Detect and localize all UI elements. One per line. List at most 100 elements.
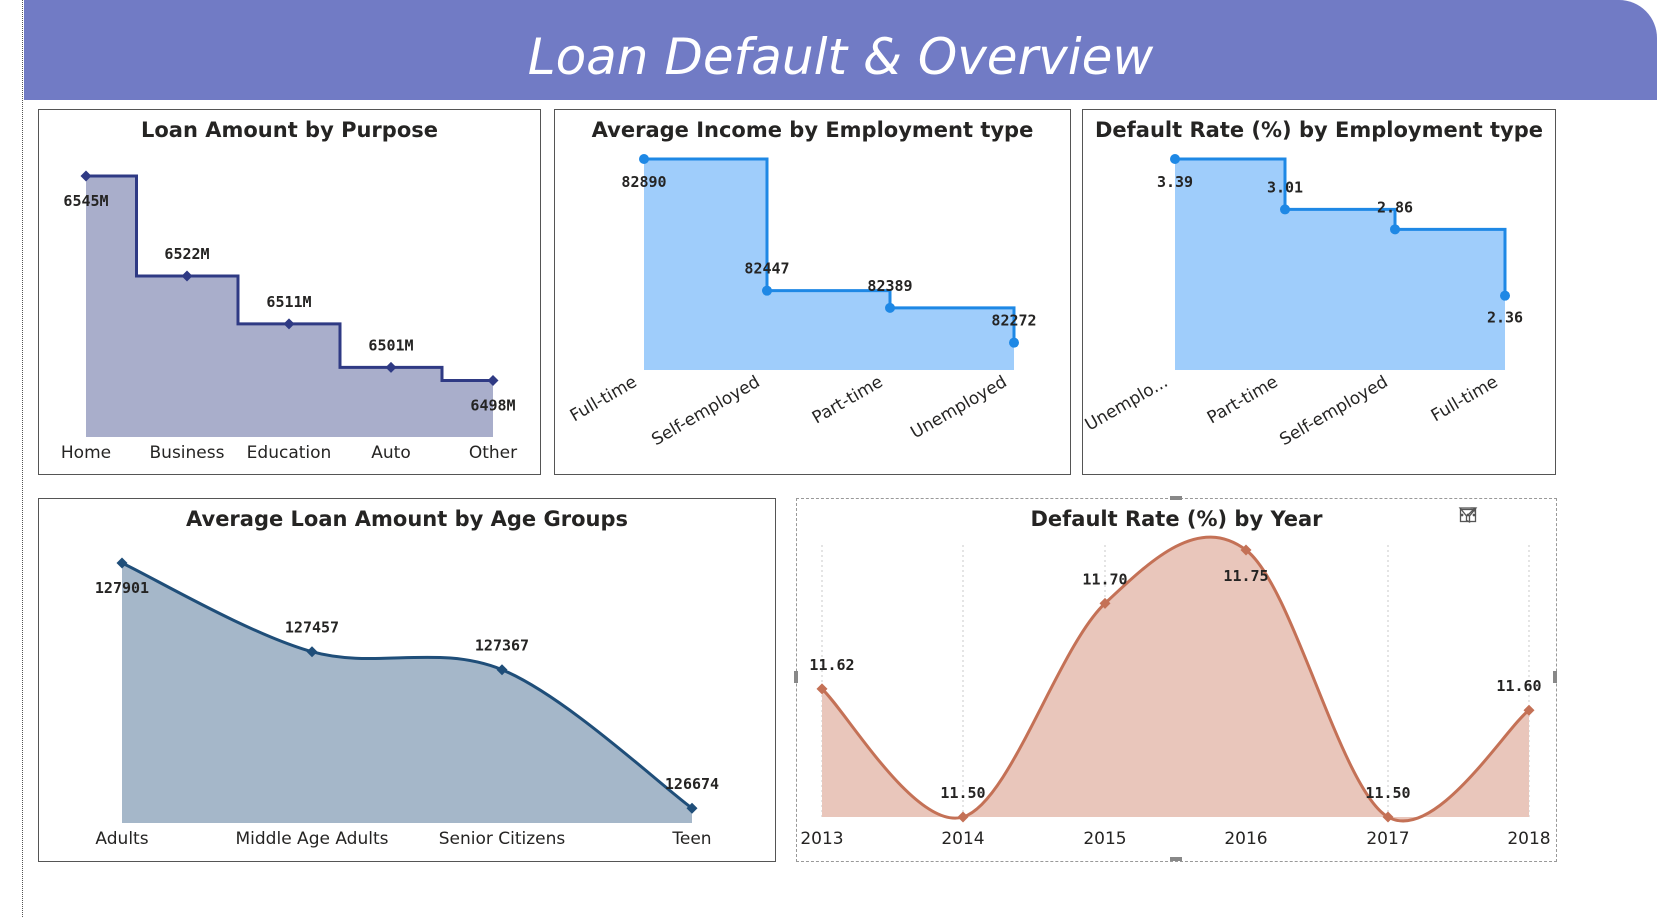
x-tick-label: Full-time: [567, 372, 641, 426]
data-point: [816, 683, 828, 695]
data-label: 127901: [95, 579, 149, 597]
data-point: [1009, 337, 1019, 348]
data-point: [80, 170, 92, 182]
chart-plot: 82890 82447 82389 82272 Full-time Self-employ…: [567, 154, 1037, 450]
x-tick-label: 2015: [1083, 829, 1126, 849]
chart-title: Loan Amount by Purpose: [141, 118, 438, 142]
x-tick-label: Education: [247, 443, 332, 463]
resize-handle-right[interactable]: [1553, 671, 1557, 683]
default-rate-by-year-chart[interactable]: Default Rate (%) by Year 11.62 11.50 11.70…: [794, 496, 1557, 862]
data-point: [1099, 597, 1111, 609]
chart-plot: 11.62 11.50 11.70 11.75 11.50 11.60 2013 2014 20…: [800, 535, 1551, 849]
data-point: [496, 664, 508, 676]
x-tick-label: 2013: [800, 829, 843, 849]
series-line: [820, 535, 1530, 823]
chart-title: Default Rate (%) by Year: [1030, 507, 1323, 531]
x-tick-label: Middle Age Adults: [236, 829, 389, 849]
resize-handle-left[interactable]: [794, 671, 798, 683]
data-point: [306, 646, 318, 658]
data-label: 11.62: [809, 656, 854, 674]
chart-plot: 3.39 3.01 2.86 2.36 Unemplo... Part-timeSelf-…: [1083, 154, 1523, 450]
x-tick-label: Unemployed: [907, 372, 1010, 443]
x-tick-label: Adults: [95, 829, 148, 849]
data-label: 2.86: [1377, 198, 1413, 216]
canvas-left-guide: [22, 0, 23, 917]
data-label: 127367: [475, 637, 529, 655]
x-tick-label: Business: [150, 443, 225, 463]
x-tick-label: 2016: [1224, 829, 1267, 849]
average-loan-by-age-chart[interactable]: Average Loan Amount by Age Groups 127901…: [38, 498, 776, 862]
series-line: [121, 561, 693, 810]
data-label: 11.60: [1496, 677, 1541, 695]
series-line: [1175, 157, 1507, 296]
data-label: 82447: [744, 260, 789, 278]
x-tick-label: Full-time: [1428, 372, 1502, 426]
data-point: [885, 302, 895, 313]
loan-amount-by-purpose-chart[interactable]: Loan Amount by Purpose 6545M 6522M 6511M 65…: [38, 109, 541, 475]
data-point: [1500, 290, 1510, 301]
focus-mode-icon[interactable]: [1459, 505, 1512, 525]
report-header: Loan Default & Overview: [24, 0, 1657, 100]
x-tick-label: Other: [469, 443, 517, 463]
data-label: 127457: [285, 619, 339, 637]
data-label: 2.36: [1487, 309, 1523, 327]
data-label: 82890: [621, 173, 666, 191]
data-label: 3.01: [1267, 178, 1303, 196]
data-point: [639, 154, 649, 164]
data-point: [1240, 544, 1252, 556]
data-point: [1390, 224, 1400, 235]
visual-header-toolbar: [1458, 505, 1546, 525]
data-point: [1382, 811, 1394, 823]
data-label: 82272: [991, 312, 1036, 330]
data-label: 6545M: [63, 192, 108, 210]
x-tick-label: Part-time: [809, 372, 887, 428]
x-tick-label: Unemplo...: [1083, 372, 1172, 435]
series-area: [122, 563, 692, 823]
chart-plot: 6545M 6522M 6511M 6501M 6498M Home Business Edu…: [61, 170, 517, 463]
chart-title: Default Rate (%) by Employment type: [1095, 118, 1543, 142]
x-tick-label: Self-employed: [1276, 372, 1391, 450]
data-label: 6501M: [368, 336, 413, 354]
x-tick-label: Teen: [671, 829, 711, 849]
chart-title: Average Loan Amount by Age Groups: [186, 507, 628, 531]
chart-plot: 127901 127457 127367 126674 Adults Middle Age…: [95, 557, 719, 849]
x-tick-label: Auto: [371, 443, 410, 463]
data-label: 126674: [665, 775, 719, 793]
resize-handle-bottom[interactable]: [1170, 857, 1182, 861]
data-label: 11.50: [1365, 784, 1410, 802]
average-income-by-employment-chart[interactable]: Average Income by Employment type 82890 8…: [554, 109, 1071, 475]
more-options-icon[interactable]: [1460, 505, 1546, 525]
data-point: [116, 557, 128, 569]
x-tick-label: 2014: [941, 829, 984, 849]
series-line: [644, 157, 1016, 343]
data-point: [1170, 154, 1180, 164]
data-point: [283, 318, 295, 330]
x-tick-label: Senior Citizens: [439, 829, 566, 849]
data-point: [686, 802, 698, 814]
data-label: 82389: [867, 277, 912, 295]
data-label: 6498M: [470, 396, 515, 414]
data-point: [1523, 704, 1535, 716]
data-point: [957, 811, 969, 823]
x-tick-label: Self-employed: [648, 372, 763, 450]
x-tick-label: Home: [61, 443, 111, 463]
data-label: 11.50: [940, 784, 985, 802]
data-label: 6522M: [164, 245, 209, 263]
data-point: [487, 374, 499, 386]
data-label: 11.70: [1082, 570, 1127, 588]
data-point: [385, 361, 397, 373]
default-rate-by-employment-chart[interactable]: Default Rate (%) by Employment type 3.39…: [1082, 109, 1556, 475]
series-area: [644, 159, 1014, 370]
data-point: [181, 270, 193, 282]
series-area: [822, 537, 1529, 821]
series-area: [1175, 159, 1505, 370]
data-point: [1280, 204, 1290, 215]
data-label: 11.75: [1223, 567, 1268, 585]
data-point: [762, 285, 772, 296]
data-label: 6511M: [266, 293, 311, 311]
data-label: 3.39: [1157, 173, 1193, 191]
report-title: Loan Default & Overview: [527, 28, 1154, 86]
x-tick-label: 2018: [1507, 829, 1550, 849]
resize-handle-top[interactable]: [1170, 496, 1182, 500]
chart-title: Average Income by Employment type: [591, 118, 1034, 142]
